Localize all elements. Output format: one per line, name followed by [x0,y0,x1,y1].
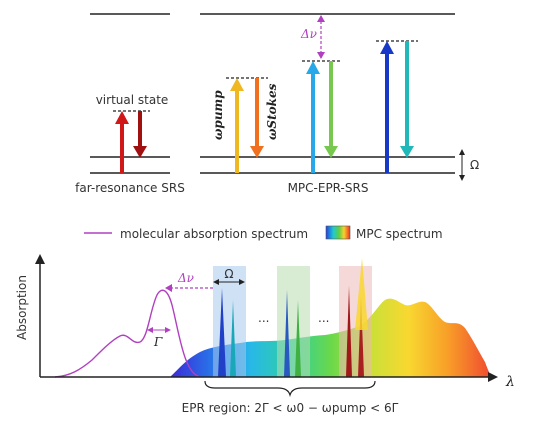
omega-stokes-label: ωStokes [265,83,279,140]
legend-mpc-swatch [325,225,351,240]
dots-2: ... [318,311,329,325]
legend-mpc-label: MPC spectrum [356,227,443,241]
far-resonance-label: far-resonance SRS [75,181,185,195]
y-axis-label: Absorption [15,275,29,340]
mpc-spectrum-area [170,298,492,377]
energy-diagram-left: virtual state far-resonance SRS [75,13,185,195]
omega-top-label: Ω [470,158,479,172]
epr-box-2 [277,266,310,377]
omega-bottom-label: Ω [224,267,233,281]
legend: molecular absorption spectrum MPC spectr… [84,225,443,241]
dots-1: ... [258,311,269,325]
delta-nu-bottom-label: Δν [177,271,194,285]
omega-pump-label: ωpump [211,90,225,140]
epr-region-label: EPR region: 2Γ < ω0 − ωpump < 6Γ [182,401,399,415]
spectral-lines [218,258,368,377]
delta-nu-top-label: Δν [300,27,317,41]
gamma-label: Γ [153,335,163,349]
virtual-state-label: virtual state [96,93,169,107]
legend-absorption-label: molecular absorption spectrum [120,227,308,241]
x-axis-label: λ [505,374,515,390]
epr-brace [204,380,376,398]
absorption-curve [54,289,201,378]
energy-diagram-right: ωpump ωStokes Δν Ω MPC-EPR-SRS [200,13,479,195]
mpc-epr-srs-label: MPC-EPR-SRS [288,181,369,195]
